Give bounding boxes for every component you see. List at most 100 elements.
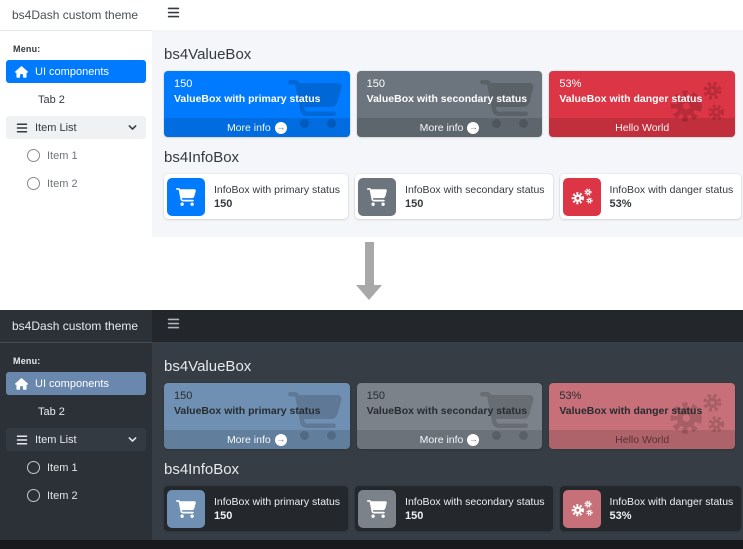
valuebox-subtitle: ValueBox with primary status	[174, 93, 321, 105]
arrow-circle-right-icon: →	[467, 433, 480, 446]
valuebox-footer-link[interactable]: More info →	[356, 118, 543, 137]
infobox-title: InfoBox with secondary status	[405, 183, 545, 196]
infobox-row: InfoBox with primary status 150 InfoBox …	[164, 486, 742, 531]
brand-title: bs4Dash custom theme	[0, 0, 152, 31]
footer-label: More info	[419, 121, 464, 134]
valuebox-section-heading: bs4ValueBox	[164, 358, 252, 375]
infobox-value: 53%	[609, 197, 632, 210]
brand-title: bs4Dash custom theme	[0, 310, 152, 343]
footer-label: More info	[226, 433, 271, 446]
shopping-cart-icon	[358, 177, 397, 216]
valuebox-subtitle: ValueBox with secondary status	[366, 405, 528, 417]
sidebar-item-label: Item 2	[47, 489, 78, 502]
footer-label: More info	[419, 433, 464, 446]
valuebox-subtitle: ValueBox with secondary status	[366, 93, 528, 105]
footer-label: Hello World	[615, 121, 670, 134]
infobox-danger: InfoBox with danger status 53%	[559, 174, 742, 219]
valuebox-footer-link[interactable]: More info →	[164, 430, 350, 449]
infobox-primary: InfoBox with primary status 150	[164, 486, 349, 531]
infobox-secondary: InfoBox with secondary status 150	[355, 174, 553, 219]
shopping-cart-icon	[167, 489, 205, 528]
valuebox-danger: 53% ValueBox with danger status Hello Wo…	[549, 71, 736, 137]
valuebox-footer: Hello World	[549, 430, 736, 449]
infobox-value: 150	[405, 197, 424, 210]
infobox-danger: InfoBox with danger status 53%	[559, 486, 742, 531]
sidebar-item-tab2[interactable]: Tab 2	[6, 400, 146, 423]
sidebar-item-label: Item 1	[47, 461, 78, 474]
sidebar-item-label: UI components	[35, 377, 109, 390]
chevron-down-icon	[128, 436, 137, 443]
radio-icon	[27, 461, 40, 474]
sidebar-item-label: Item List	[35, 121, 77, 134]
sidebar-item-label: Item 2	[47, 177, 78, 190]
valuebox-secondary: 150 ValueBox with secondary status More …	[356, 71, 543, 137]
arrow-circle-right-icon: →	[274, 121, 287, 134]
infobox-title: InfoBox with primary status	[214, 183, 341, 196]
sidebar-menu-label: Menu:	[13, 44, 41, 54]
arrow-circle-right-icon: →	[467, 121, 480, 134]
valuebox-danger: 53% ValueBox with danger status Hello Wo…	[549, 383, 736, 449]
infobox-section-heading: bs4InfoBox	[164, 461, 240, 478]
sidebar-item-ui-components[interactable]: UI components	[6, 372, 146, 395]
sidebar-nav: UI components Tab 2 Item List Item 1 Ite…	[0, 60, 152, 195]
home-icon	[15, 378, 28, 390]
sidebar-item-label: UI components	[35, 65, 109, 78]
sidebar-item-item1[interactable]: Item 1	[6, 144, 146, 167]
infobox-secondary: InfoBox with secondary status 150	[355, 486, 553, 531]
valuebox-footer-link[interactable]: More info →	[356, 430, 543, 449]
screenshot-dark-theme: bs4Dash custom theme Menu: UI components…	[0, 310, 743, 540]
radio-icon	[27, 177, 40, 190]
sidebar: bs4Dash custom theme Menu: UI components…	[0, 310, 152, 540]
sidebar-item-label: Item 1	[47, 149, 78, 162]
sidebar-menu-label: Menu:	[13, 356, 41, 366]
down-arrow-icon	[356, 242, 382, 300]
valuebox-secondary: 150 ValueBox with secondary status More …	[356, 383, 543, 449]
sidebar: bs4Dash custom theme Menu: UI components…	[0, 0, 153, 237]
valuebox-primary: 150 ValueBox with primary status More in…	[164, 383, 350, 449]
sidebar-item-tab2[interactable]: Tab 2	[6, 88, 146, 111]
valuebox-footer-link[interactable]: More info →	[164, 118, 350, 137]
bars-icon	[15, 122, 28, 134]
sidebar-toggle-hamburger-icon[interactable]	[167, 6, 180, 24]
infobox-title: InfoBox with danger status	[609, 495, 734, 508]
infobox-title: InfoBox with secondary status	[405, 495, 545, 508]
chevron-down-icon	[128, 124, 137, 131]
bars-icon	[15, 434, 28, 446]
sidebar-item-item1[interactable]: Item 1	[6, 456, 146, 479]
infobox-title: InfoBox with danger status	[609, 183, 734, 196]
infobox-row: InfoBox with primary status 150 InfoBox …	[164, 174, 742, 219]
valuebox-row: 150 ValueBox with primary status More in…	[164, 383, 736, 449]
valuebox-primary: 150 ValueBox with primary status More in…	[164, 71, 350, 137]
home-icon	[15, 66, 28, 78]
infobox-section-heading: bs4InfoBox	[164, 149, 240, 166]
sidebar-toggle-hamburger-icon[interactable]	[167, 317, 180, 335]
shopping-cart-icon	[167, 177, 205, 216]
gears-icon	[562, 489, 601, 528]
valuebox-value: 150	[366, 78, 386, 90]
header	[152, 0, 743, 31]
sidebar-item-ui-components[interactable]: UI components	[6, 60, 146, 83]
arrow-circle-right-icon: →	[274, 433, 287, 446]
sidebar-item-item2[interactable]: Item 2	[6, 172, 146, 195]
radio-icon	[27, 149, 40, 162]
valuebox-section-heading: bs4ValueBox	[164, 46, 252, 63]
sidebar-item-item2[interactable]: Item 2	[6, 484, 146, 507]
sidebar-item-label: Tab 2	[38, 93, 65, 106]
header	[152, 310, 743, 343]
valuebox-value: 53%	[559, 390, 582, 402]
valuebox-footer: Hello World	[549, 118, 736, 137]
sidebar-item-item-list[interactable]: Item List	[6, 116, 146, 139]
main-content: bs4ValueBox 150 ValueBox with primary st…	[152, 30, 743, 237]
infobox-value: 150	[405, 509, 424, 522]
screenshot-light-theme: bs4Dash custom theme Menu: UI components…	[0, 0, 743, 237]
sidebar-item-item-list[interactable]: Item List	[6, 428, 146, 451]
infobox-value: 150	[214, 197, 233, 210]
sidebar-nav: UI components Tab 2 Item List Item 1 Ite…	[0, 372, 152, 507]
valuebox-value: 150	[174, 78, 193, 90]
radio-icon	[27, 489, 40, 502]
valuebox-value: 53%	[559, 78, 582, 90]
gears-icon	[562, 177, 601, 216]
valuebox-value: 150	[174, 390, 193, 402]
footer-label: Hello World	[615, 433, 670, 446]
